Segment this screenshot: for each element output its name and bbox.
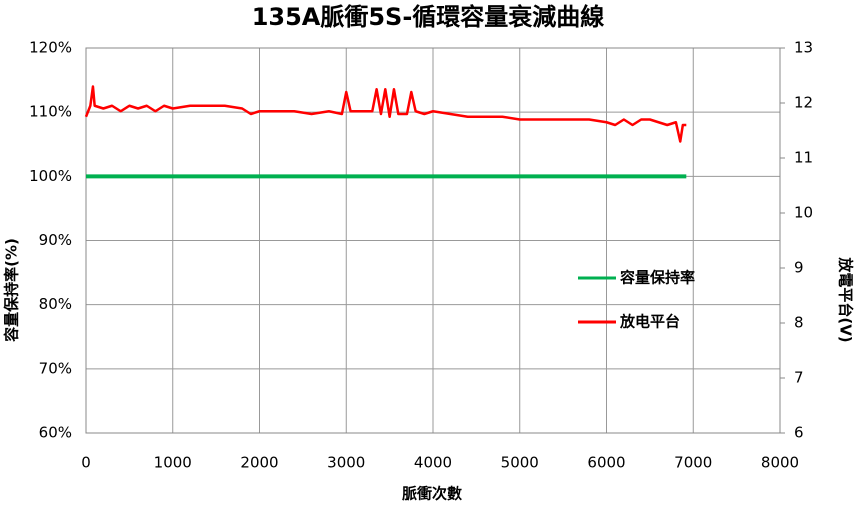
y2-tick-label: 7 — [794, 369, 804, 387]
y-tick-label: 80% — [39, 295, 72, 313]
y2-tick-label: 10 — [794, 204, 813, 222]
y-tick-label: 110% — [29, 103, 72, 121]
legend-text: 容量保持率 — [619, 269, 695, 287]
y2-tick-label: 8 — [794, 314, 804, 332]
x-tick-label: 6000 — [587, 454, 625, 472]
x-tick-label: 2000 — [240, 454, 278, 472]
y-tick-label: 100% — [29, 167, 72, 185]
y2-tick-label: 13 — [794, 39, 813, 57]
x-tick-label: 3000 — [327, 454, 365, 472]
x-tick-label: 1000 — [154, 454, 192, 472]
x-tick-label: 7000 — [674, 454, 712, 472]
y-tick-label: 90% — [39, 231, 72, 249]
x-tick-label: 8000 — [761, 454, 799, 472]
data-line — [84, 85, 687, 143]
legend-text: 放电平台 — [619, 313, 680, 331]
y-axis-title: 容量保持率(%) — [3, 238, 21, 343]
y-tick-label: 60% — [39, 424, 72, 442]
y2-tick-label: 9 — [794, 259, 804, 277]
x-tick-label: 4000 — [414, 454, 452, 472]
chart-title: 135A脈衝5S-循環容量衰減曲線 — [252, 3, 605, 31]
y2-tick-label: 11 — [794, 149, 813, 167]
y2-axis-title: 放電平台(V) — [837, 256, 855, 342]
x-tick-label: 0 — [81, 454, 91, 472]
y-tick-label: 70% — [39, 359, 72, 377]
x-axis-title: 脈衝次數 — [402, 485, 462, 503]
x-tick-label: 5000 — [501, 454, 539, 472]
y2-tick-label: 12 — [794, 94, 813, 112]
y2-tick-label: 6 — [794, 424, 804, 442]
plot-frame — [85, 47, 781, 434]
y-tick-label: 120% — [29, 39, 72, 57]
